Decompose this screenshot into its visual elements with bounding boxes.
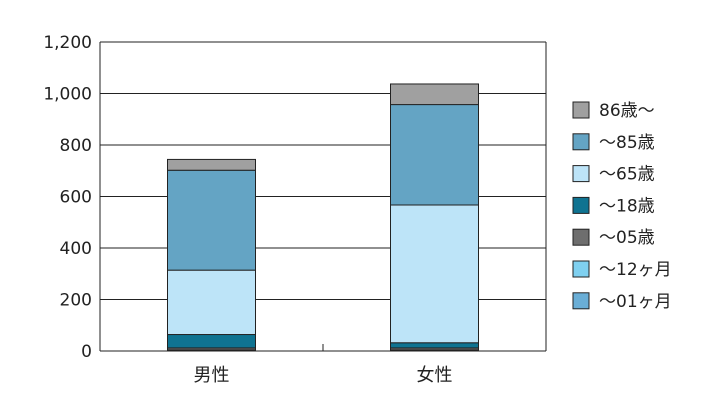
- legend-swatch: [572, 133, 590, 151]
- legend: 86歳～ ～85歳 ～65歳 ～18歳 ～05歳 ～12ヶ月 ～01ヶ月: [572, 101, 672, 312]
- legend-label: ～65歳: [599, 165, 655, 185]
- y-tick-label: 800: [60, 136, 92, 156]
- legend-label: ～12ヶ月: [599, 260, 672, 280]
- bar-segment: [167, 269, 256, 336]
- legend-label: ～01ヶ月: [599, 292, 672, 312]
- bar-segment: [167, 169, 256, 271]
- legend-swatch: [572, 101, 590, 119]
- legend-label: 86歳～: [599, 101, 655, 121]
- bars: [167, 83, 479, 352]
- axes: [99, 42, 547, 352]
- bar-segment: [390, 342, 479, 349]
- y-tick-label: 200: [60, 291, 92, 311]
- legend-label: ～18歳: [599, 196, 655, 216]
- bar-segment: [390, 104, 479, 206]
- y-tick-label: 1,200: [43, 33, 92, 53]
- bar-segment: [167, 334, 256, 349]
- legend-label: ～85歳: [599, 133, 655, 153]
- bar-segment: [390, 83, 479, 106]
- x-axis-ticks: 男性 女性: [194, 365, 453, 386]
- bar-segment: [167, 158, 256, 171]
- y-tick-label: 400: [60, 239, 92, 259]
- y-tick-label: 600: [60, 188, 92, 208]
- y-tick-label: 0: [81, 342, 92, 362]
- legend-swatch: [572, 196, 590, 214]
- legend-swatch: [572, 228, 590, 246]
- legend-swatch: [572, 165, 590, 183]
- legend-swatch: [572, 292, 590, 310]
- legend-swatch: [572, 260, 590, 278]
- bar-segment: [390, 204, 479, 344]
- y-axis-ticks: 0 200 400 600 800 1,000 1,200: [43, 33, 92, 362]
- legend-label: ～05歳: [599, 228, 655, 248]
- grid-lines: [100, 41, 546, 300]
- y-tick-label: 1,000: [43, 85, 92, 105]
- x-tick-label: 男性: [194, 365, 230, 386]
- x-tick-label: 女性: [417, 365, 453, 386]
